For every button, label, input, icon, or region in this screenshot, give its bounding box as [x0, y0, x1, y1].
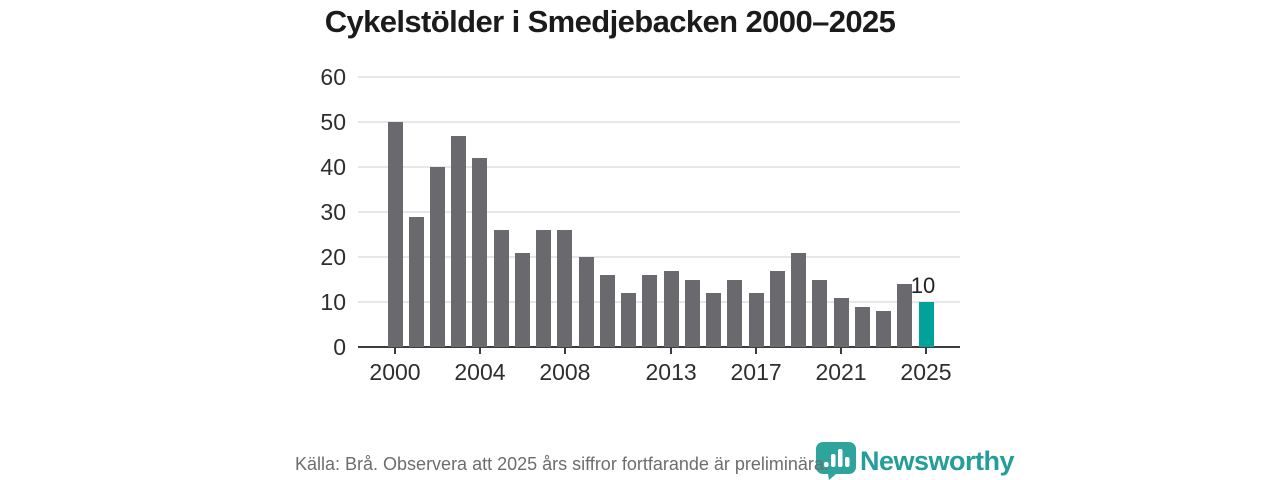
y-gridline-20 — [358, 256, 960, 258]
bar-2002 — [429, 167, 445, 347]
bar-2014 — [684, 279, 700, 347]
x-tick-2004 — [478, 348, 481, 354]
bar-2020 — [812, 279, 828, 347]
bar-2012 — [642, 275, 658, 347]
x-tick-label-2025: 2025 — [900, 359, 952, 385]
x-tick-2025 — [925, 348, 927, 354]
newsworthy-logo[interactable]: Newsworthy — [815, 441, 1015, 480]
bar-2010 — [599, 275, 615, 347]
y-tick-label-30: 30 — [320, 199, 346, 225]
bar-2023 — [876, 311, 892, 347]
y-gridline-40 — [358, 166, 960, 168]
bar-2003 — [451, 135, 467, 347]
x-tick-label-2017: 2017 — [730, 359, 782, 385]
y-tick-label-40: 40 — [320, 154, 346, 180]
x-tick-label-2021: 2021 — [815, 359, 867, 385]
x-tick-2021 — [840, 348, 843, 354]
x-tick-2017 — [755, 348, 758, 354]
newsworthy-logo-text: Newsworthy — [860, 445, 1015, 476]
bar-2001 — [408, 216, 424, 347]
bar-2004 — [472, 158, 488, 347]
plot-area — [358, 76, 960, 354]
x-tick-label-2000: 2000 — [369, 359, 421, 385]
y-tick-label-10: 10 — [320, 289, 346, 315]
bar-2022 — [854, 306, 870, 347]
x-tick-label-2013: 2013 — [645, 359, 697, 385]
bar-2006 — [514, 252, 530, 347]
y-gridline-10 — [358, 301, 960, 303]
bar-2000 — [387, 122, 403, 347]
y-tick-label-0: 0 — [333, 334, 346, 360]
bar-2017 — [748, 293, 764, 347]
bar-chart-marker-icon — [815, 441, 857, 480]
bar-2013 — [663, 270, 679, 347]
bar-2011 — [621, 293, 637, 347]
x-tick-2013 — [670, 348, 673, 354]
bar-2005 — [493, 230, 509, 347]
x-tick-label-2008: 2008 — [539, 359, 591, 385]
bar-2024 — [897, 284, 913, 347]
source-note: Källa: Brå. Observera att 2025 års siffr… — [295, 454, 829, 474]
bar-2007 — [536, 230, 552, 347]
bar-2008 — [557, 230, 573, 347]
bar-2015 — [706, 293, 722, 347]
y-tick-label-50: 50 — [320, 109, 346, 135]
y-gridline-30 — [358, 211, 960, 213]
y-tick-label-60: 60 — [320, 64, 346, 90]
bar-2009 — [578, 257, 594, 347]
chart-title: Cykelstölder i Smedjebacken 2000–2025 — [324, 4, 896, 39]
x-tick-label-2004: 2004 — [454, 359, 506, 385]
bar-2016 — [727, 279, 743, 347]
x-tick-2000 — [394, 348, 396, 354]
bar-2019 — [791, 252, 807, 347]
x-tick-2008 — [563, 348, 566, 354]
y-tick-label-20: 20 — [320, 244, 346, 270]
y-gridline-60 — [358, 76, 960, 78]
x-axis-line — [358, 345, 960, 348]
bar-2021 — [833, 297, 849, 347]
value-label-2025: 10 — [910, 273, 936, 298]
y-gridline-50 — [358, 121, 960, 123]
bar-2025 — [918, 302, 934, 347]
bar-2018 — [769, 270, 785, 347]
